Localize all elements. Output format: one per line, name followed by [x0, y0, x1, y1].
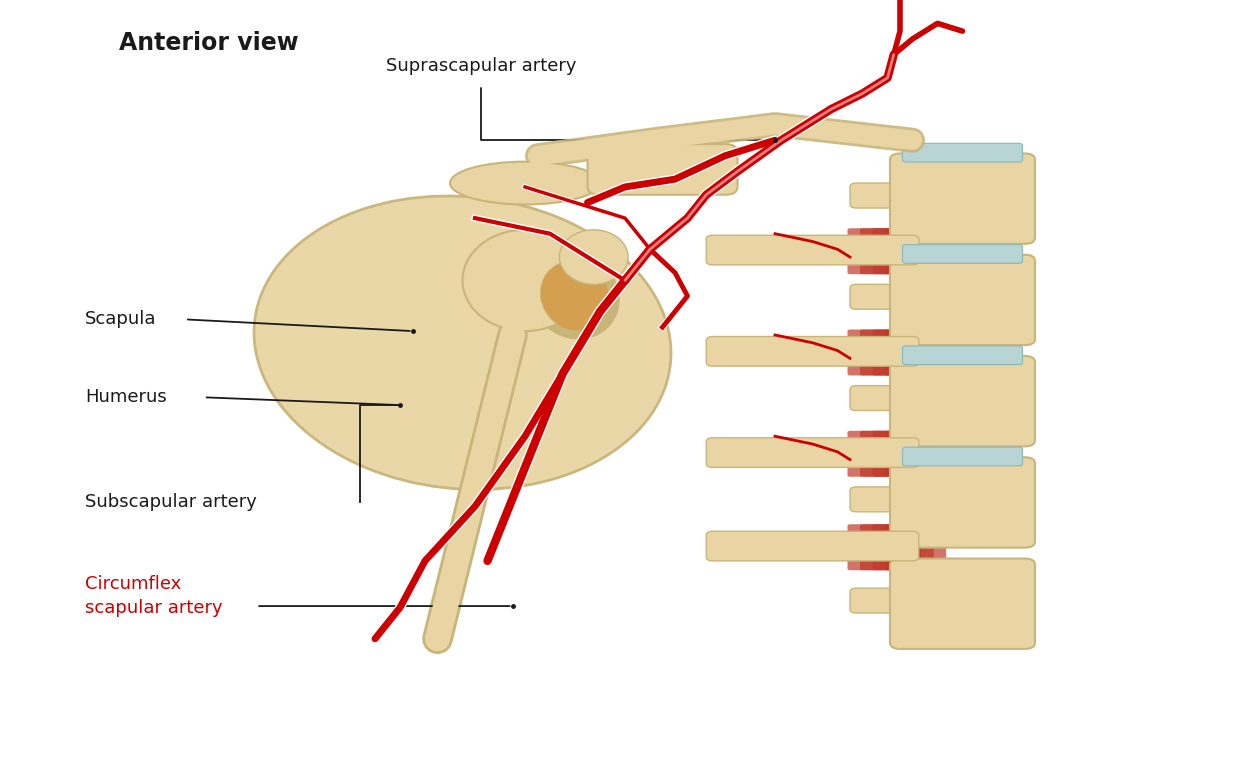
FancyBboxPatch shape	[850, 183, 912, 208]
Text: Scapula: Scapula	[85, 310, 156, 329]
FancyBboxPatch shape	[890, 255, 1035, 345]
FancyBboxPatch shape	[902, 346, 1022, 365]
FancyBboxPatch shape	[848, 431, 909, 477]
FancyBboxPatch shape	[872, 330, 934, 375]
Text: Subscapular artery: Subscapular artery	[85, 493, 258, 512]
Ellipse shape	[254, 196, 671, 489]
Text: Circumflex
scapular artery: Circumflex scapular artery	[85, 575, 222, 617]
FancyBboxPatch shape	[885, 330, 946, 375]
FancyBboxPatch shape	[860, 330, 921, 375]
FancyBboxPatch shape	[850, 284, 912, 309]
FancyBboxPatch shape	[848, 228, 909, 274]
Text: Suprascapular artery: Suprascapular artery	[386, 57, 576, 76]
FancyBboxPatch shape	[902, 143, 1022, 162]
FancyBboxPatch shape	[902, 245, 1022, 263]
FancyBboxPatch shape	[850, 487, 912, 512]
FancyBboxPatch shape	[885, 524, 946, 570]
FancyBboxPatch shape	[848, 330, 909, 375]
Ellipse shape	[531, 253, 619, 339]
FancyBboxPatch shape	[850, 386, 912, 411]
FancyBboxPatch shape	[872, 524, 934, 570]
Text: Anterior view: Anterior view	[119, 31, 299, 55]
FancyBboxPatch shape	[860, 228, 921, 274]
FancyBboxPatch shape	[588, 144, 738, 195]
FancyBboxPatch shape	[706, 531, 919, 561]
Ellipse shape	[450, 162, 600, 204]
Ellipse shape	[560, 230, 629, 284]
FancyBboxPatch shape	[885, 431, 946, 477]
Ellipse shape	[540, 261, 610, 331]
FancyBboxPatch shape	[850, 588, 912, 613]
FancyBboxPatch shape	[706, 337, 919, 366]
FancyBboxPatch shape	[890, 457, 1035, 548]
FancyBboxPatch shape	[885, 228, 946, 274]
FancyBboxPatch shape	[848, 524, 909, 570]
FancyBboxPatch shape	[860, 431, 921, 477]
FancyBboxPatch shape	[706, 438, 919, 467]
FancyBboxPatch shape	[872, 431, 934, 477]
Ellipse shape	[462, 230, 588, 331]
FancyBboxPatch shape	[706, 235, 919, 265]
FancyBboxPatch shape	[902, 447, 1022, 466]
FancyBboxPatch shape	[890, 356, 1035, 446]
Text: Humerus: Humerus	[85, 388, 166, 407]
FancyBboxPatch shape	[860, 524, 921, 570]
FancyBboxPatch shape	[890, 153, 1035, 244]
FancyBboxPatch shape	[890, 559, 1035, 649]
FancyBboxPatch shape	[872, 228, 934, 274]
